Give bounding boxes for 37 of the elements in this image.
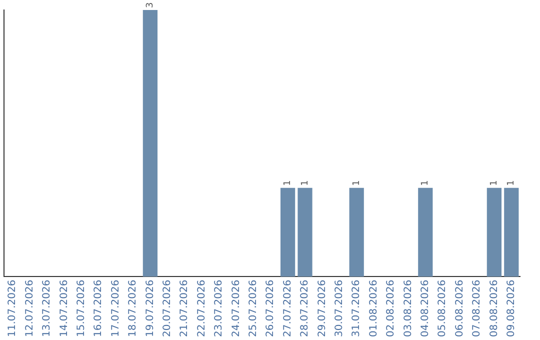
x-tick-label: 05.08.2026	[437, 280, 448, 338]
x-tick-label: 27.07.2026	[282, 280, 294, 338]
data-label: 1	[283, 180, 294, 186]
x-tick-label: 21.07.2026	[179, 280, 190, 338]
x-tick-label: 13.07.2026	[42, 280, 53, 338]
data-label: 1	[300, 180, 310, 186]
x-tick-label: 11.07.2026	[7, 280, 18, 338]
x-tick-label: 22.07.2026	[196, 280, 208, 338]
x-tick-label: 31.07.2026	[351, 280, 362, 338]
x-tick-label: 16.07.2026	[93, 280, 104, 338]
x-tick-label: 19.07.2026	[144, 280, 156, 338]
x-tick-label: 03.08.2026	[402, 280, 414, 338]
x-tick-label: 14.07.2026	[58, 280, 70, 338]
x-tick-label: 29.07.2026	[316, 280, 328, 338]
x-tick-label: 23.07.2026	[214, 280, 225, 338]
x-tick-label: 09.08.2026	[506, 280, 517, 338]
x-tick-label: 08.08.2026	[488, 280, 500, 338]
x-tick-label: 04.08.2026	[420, 280, 431, 338]
x-tick-label: 01.08.2026	[368, 280, 380, 338]
x-tick-label: 20.07.2026	[162, 280, 173, 338]
x-tick-label: 07.08.2026	[472, 280, 483, 338]
x-tick-label: 17.07.2026	[110, 280, 122, 338]
x-tick-label: 06.08.2026	[454, 280, 466, 338]
x-tick-label: 30.07.2026	[334, 280, 345, 338]
x-tick-label: 02.08.2026	[386, 280, 397, 338]
x-tick-label: 25.07.2026	[248, 280, 259, 338]
x-tick-label: 18.07.2026	[128, 280, 139, 338]
data-label: 1	[352, 180, 362, 186]
x-tick-label: 15.07.2026	[76, 280, 87, 338]
data-label: 1	[506, 180, 517, 186]
data-label: 1	[420, 180, 431, 186]
data-label: 1	[490, 180, 500, 186]
x-tick-label: 24.07.2026	[230, 280, 242, 338]
x-tick-label: 12.07.2026	[24, 280, 36, 338]
data-label: 3	[146, 2, 156, 8]
x-tick-label: 28.07.2026	[300, 280, 311, 338]
x-tick-label: 26.07.2026	[265, 280, 276, 338]
